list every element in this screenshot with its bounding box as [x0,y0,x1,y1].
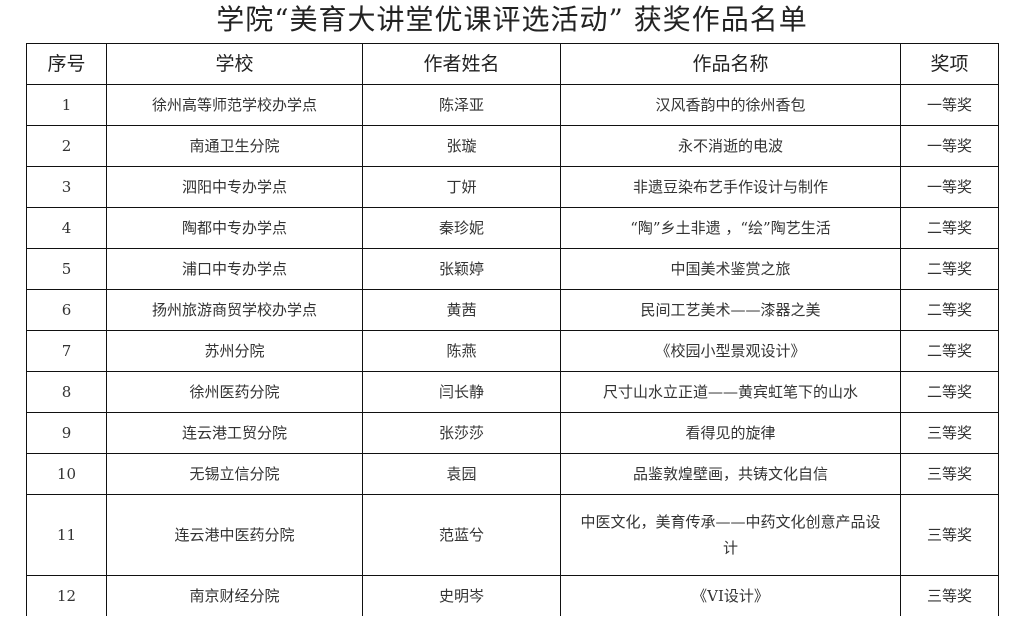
cell-author: 陈燕 [362,330,561,372]
cell-index: 1 [26,84,107,126]
cell-award: 三等奖 [900,412,999,454]
cell-school: 陶都中专办学点 [106,207,363,249]
cell-school: 浦口中专办学点 [106,248,363,290]
cell-work: 中国美术鉴赏之旅 [560,248,901,290]
cell-work: 《校园小型景观设计》 [560,330,901,372]
cell-award: 二等奖 [900,330,999,372]
cell-index: 10 [26,453,107,495]
cell-school: 无锡立信分院 [106,453,363,495]
cell-index: 12 [26,575,107,616]
cell-school: 南通卫生分院 [106,125,363,167]
cell-work: 民间工艺美术——漆器之美 [560,289,901,331]
cell-award: 三等奖 [900,575,999,616]
cell-school: 连云港工贸分院 [106,412,363,454]
cell-school: 徐州医药分院 [106,371,363,413]
cell-work: 永不消逝的电波 [560,125,901,167]
table-row: 7 苏州分院 陈燕 《校园小型景观设计》 二等奖 [26,330,999,372]
cell-author: 秦珍妮 [362,207,561,249]
cell-work: 尺寸山水立正道——黄宾虹笔下的山水 [560,371,901,413]
cell-award: 三等奖 [900,453,999,495]
cell-index: 7 [26,330,107,372]
cell-school: 扬州旅游商贸学校办学点 [106,289,363,331]
cell-author: 丁妍 [362,166,561,208]
cell-author: 陈泽亚 [362,84,561,126]
cell-index: 9 [26,412,107,454]
table-row: 9 连云港工贸分院 张莎莎 看得见的旋律 三等奖 [26,412,999,454]
document-title: 学院“美育大讲堂优课评选活动” 获奖作品名单 [216,3,808,36]
cell-award: 三等奖 [900,494,999,576]
cell-author: 黄茜 [362,289,561,331]
cell-index: 11 [26,494,107,576]
cell-index: 8 [26,371,107,413]
table-row: 1 徐州高等师范学校办学点 陈泽亚 汉风香韵中的徐州香包 一等奖 [26,84,999,126]
cell-award: 一等奖 [900,166,999,208]
table-row: 5 浦口中专办学点 张颖婷 中国美术鉴赏之旅 二等奖 [26,248,999,290]
cell-award: 二等奖 [900,248,999,290]
cell-work: 看得见的旋律 [560,412,901,454]
table-row: 12 南京财经分院 史明岑 《VI设计》 三等奖 [26,575,999,616]
table-row: 3 泗阳中专办学点 丁妍 非遗豆染布艺手作设计与制作 一等奖 [26,166,999,208]
header-index: 序号 [26,43,107,85]
table-row: 2 南通卫生分院 张璇 永不消逝的电波 一等奖 [26,125,999,167]
cell-work: 非遗豆染布艺手作设计与制作 [560,166,901,208]
table-header-row: 序号 学校 作者姓名 作品名称 奖项 [26,43,999,85]
cell-school: 泗阳中专办学点 [106,166,363,208]
cell-index: 2 [26,125,107,167]
table-row: 4 陶都中专办学点 秦珍妮 “陶”乡土非遗 ，“绘”陶艺生活 二等奖 [26,207,999,249]
header-award: 奖项 [900,43,999,85]
cell-author: 张莎莎 [362,412,561,454]
cell-work: “陶”乡土非遗 ，“绘”陶艺生活 [560,207,901,249]
cell-award: 二等奖 [900,289,999,331]
cell-award: 一等奖 [900,125,999,167]
cell-work: 汉风香韵中的徐州香包 [560,84,901,126]
cell-index: 4 [26,207,107,249]
header-work: 作品名称 [560,43,901,85]
cell-school: 连云港中医药分院 [106,494,363,576]
cell-work: 中医文化，美育传承——中药文化创意产品设计 [560,494,901,576]
cell-author: 张璇 [362,125,561,167]
cell-school: 南京财经分院 [106,575,363,616]
cell-work: 品鉴敦煌壁画，共铸文化自信 [560,453,901,495]
cell-award: 二等奖 [900,207,999,249]
cell-author: 袁园 [362,453,561,495]
table-row: 10 无锡立信分院 袁园 品鉴敦煌壁画，共铸文化自信 三等奖 [26,453,999,495]
cell-index: 3 [26,166,107,208]
cell-school: 徐州高等师范学校办学点 [106,84,363,126]
cell-award: 一等奖 [900,84,999,126]
cell-award: 二等奖 [900,371,999,413]
cell-index: 5 [26,248,107,290]
table-row: 11 连云港中医药分院 范蓝兮 中医文化，美育传承——中药文化创意产品设计 三等奖 [26,494,999,576]
table-row: 8 徐州医药分院 闫长静 尺寸山水立正道——黄宾虹笔下的山水 二等奖 [26,371,999,413]
cell-work: 《VI设计》 [560,575,901,616]
table-row: 6 扬州旅游商贸学校办学点 黄茜 民间工艺美术——漆器之美 二等奖 [26,289,999,331]
cell-author: 张颖婷 [362,248,561,290]
cell-author: 范蓝兮 [362,494,561,576]
cell-school: 苏州分院 [106,330,363,372]
cell-index: 6 [26,289,107,331]
cell-author: 闫长静 [362,371,561,413]
award-table: 序号 学校 作者姓名 作品名称 奖项 1 徐州高等师范学校办学点 陈泽亚 汉风香韵中的… [26,43,999,616]
header-school: 学校 [106,43,363,85]
cell-author: 史明岑 [362,575,561,616]
header-author: 作者姓名 [362,43,561,85]
